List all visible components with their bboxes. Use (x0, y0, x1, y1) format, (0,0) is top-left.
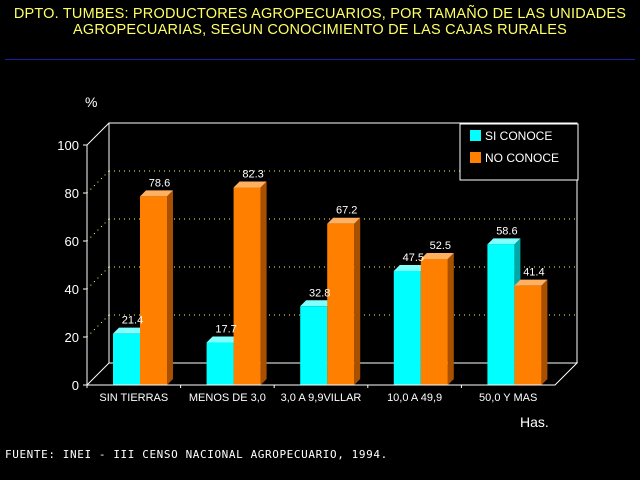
data-label: 41.4 (523, 267, 544, 279)
data-label: 32.8 (309, 287, 330, 299)
chart-title: DPTO. TUMBES: PRODUCTORES AGROPECUARIOS,… (0, 6, 640, 38)
legend-swatch (470, 130, 481, 141)
y-tick-label: 40 (65, 282, 79, 297)
gridline-depth (86, 218, 110, 242)
x-tick-label: 10,0 A 49,9 (387, 392, 442, 404)
source-note: FUENTE: INEI - III CENSO NACIONAL AGROPE… (5, 448, 388, 461)
y-tick-label: 0 (72, 378, 79, 393)
bar-no-conoce-2 (327, 217, 361, 385)
bar-no-conoce-4 (514, 279, 548, 385)
x-tick-label: 3,0 A 9,9VILLAR (281, 392, 362, 404)
x-tick-label: SIN TIERRAS (99, 392, 168, 404)
left-wall-edge (86, 122, 110, 146)
bar-no-conoce-3 (420, 253, 454, 385)
y-tick-label: 100 (57, 138, 79, 153)
data-label: 52.5 (430, 240, 451, 252)
legend: SI CONOCE NO CONOCE (459, 123, 579, 181)
bar-no-conoce-0 (140, 190, 173, 385)
x-axis-label: Has. (520, 414, 549, 430)
data-label: 67.2 (336, 205, 357, 217)
legend-swatch (470, 152, 481, 163)
y-tick-label: 20 (65, 330, 79, 345)
data-label: 58.6 (496, 225, 517, 237)
title-divider (5, 59, 635, 60)
gridline-depth (86, 266, 110, 290)
data-label: 47.5 (403, 252, 424, 264)
y-tick-label: 60 (65, 234, 79, 249)
legend-label: SI CONOCE (485, 129, 552, 143)
data-label: 82.3 (242, 168, 263, 180)
data-label: 21.4 (122, 315, 143, 327)
data-labels: 21.4 78.6 17.7 82.3 32.8 67.2 47.5 52.5 58.6 41.4 (122, 168, 545, 335)
chart-title-line1: DPTO. TUMBES: PRODUCTORES AGROPECUARIOS,… (13, 6, 627, 22)
gridline-depth (86, 314, 110, 338)
y-tick-label: 80 (65, 186, 79, 201)
y-axis: 0 20 40 60 80 100 (57, 138, 87, 393)
bar-no-conoce-1 (233, 181, 267, 385)
x-tick-label: MENOS DE 3,0 (189, 392, 266, 404)
chart-title-line2: AGROPECUARIAS, SEGUN CONOCIMIENTO DE LAS… (73, 22, 567, 38)
legend-label: NO CONOCE (485, 151, 559, 165)
x-axis: SIN TIERRAS MENOS DE 3,0 3,0 A 9,9VILLAR 10… (86, 384, 555, 404)
bar-series (113, 181, 548, 385)
data-label: 78.6 (149, 177, 170, 189)
gridline-depth (86, 170, 110, 194)
x-tick-label: 50,0 Y MAS (479, 392, 537, 404)
data-label: 17.7 (215, 324, 236, 336)
y-axis-label: % (85, 94, 97, 110)
bar-si-conoce-4 (487, 238, 521, 385)
